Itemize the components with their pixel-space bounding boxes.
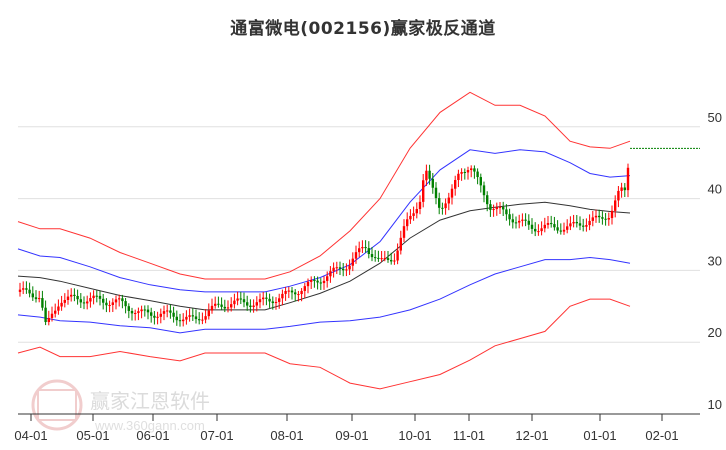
y-tick-label: 30 bbox=[708, 253, 722, 268]
band-upper_outer bbox=[17, 91, 631, 280]
x-tick-label: 02-01 bbox=[645, 428, 678, 443]
x-tick-label: 08-01 bbox=[270, 428, 303, 443]
x-tick-label: 10-01 bbox=[398, 428, 431, 443]
y-tick-label: 10 bbox=[708, 397, 722, 412]
candlesticks bbox=[18, 163, 630, 327]
y-tick-label: 40 bbox=[708, 182, 722, 197]
gridlines bbox=[18, 126, 700, 343]
watermark: 赢家江恩软件 www.360gann.com bbox=[31, 379, 210, 433]
y-tick-label: 20 bbox=[708, 325, 722, 340]
watermark-brand: 赢家江恩软件 bbox=[90, 389, 210, 413]
x-tick-label: 05-01 bbox=[76, 428, 109, 443]
axes: 10 20 30 40 50 04-01 05-01 06-01 07-01 08-01 09-01… bbox=[14, 110, 722, 443]
x-tick-label: 11-01 bbox=[453, 428, 485, 443]
band-lower_outer bbox=[17, 298, 631, 390]
x-tick-label: 12-01 bbox=[515, 428, 548, 443]
x-tick-label: 07-01 bbox=[200, 428, 233, 443]
watermark-seal-icon bbox=[31, 379, 83, 431]
chart-title: 通富微电(002156)赢家极反通道 bbox=[230, 19, 496, 39]
watermark-url: www.360gann.com bbox=[94, 418, 205, 433]
band-middle bbox=[17, 201, 631, 311]
x-tick-label: 09-01 bbox=[335, 428, 368, 443]
x-tick-label: 06-01 bbox=[136, 428, 169, 443]
x-tick-label: 01-01 bbox=[583, 428, 616, 443]
channel-bands bbox=[17, 91, 700, 390]
band-upper_inner bbox=[17, 149, 631, 293]
y-tick-label: 50 bbox=[708, 110, 722, 125]
x-tick-label: 04-01 bbox=[14, 428, 47, 443]
band-lower_inner bbox=[17, 256, 631, 334]
